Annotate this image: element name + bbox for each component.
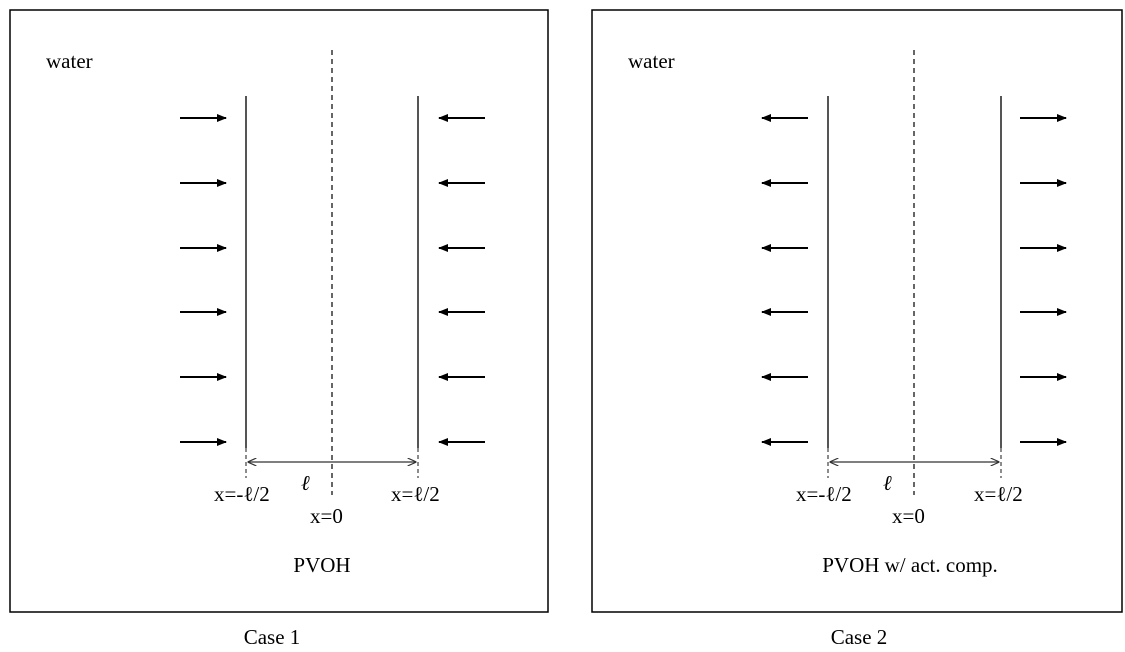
water-label: water	[628, 49, 675, 73]
material-label: PVOH w/ act. comp.	[822, 553, 998, 577]
panel-frame	[9, 9, 549, 613]
right-boundary-label: x=ℓ/2	[391, 482, 440, 506]
outward-arrows-right	[1020, 114, 1067, 446]
center-label: x=0	[892, 504, 925, 528]
center-label: x=0	[310, 504, 343, 528]
panel-caption-case-1: Case 1	[244, 625, 301, 649]
panel-frame	[591, 9, 1123, 613]
left-boundary-label: x=-ℓ/2	[796, 482, 852, 506]
material-label: PVOH	[293, 553, 350, 577]
right-boundary-label: x=ℓ/2	[974, 482, 1023, 506]
inward-arrows-right	[438, 114, 485, 446]
panel-case-1: water x=-ℓ/2 ℓ x=ℓ/2 x=0 PVOH	[9, 9, 549, 613]
thickness-symbol: ℓ	[301, 471, 310, 495]
water-label: water	[46, 49, 93, 73]
panel-caption-case-2: Case 2	[831, 625, 888, 649]
left-boundary-label: x=-ℓ/2	[214, 482, 270, 506]
thickness-symbol: ℓ	[883, 471, 892, 495]
outward-arrows-left	[761, 114, 808, 446]
panel-case-2: water x=-ℓ/2 ℓ x=ℓ/2 x=0 PVOH w/ act. co…	[591, 9, 1123, 613]
inward-arrows-left	[180, 114, 227, 446]
